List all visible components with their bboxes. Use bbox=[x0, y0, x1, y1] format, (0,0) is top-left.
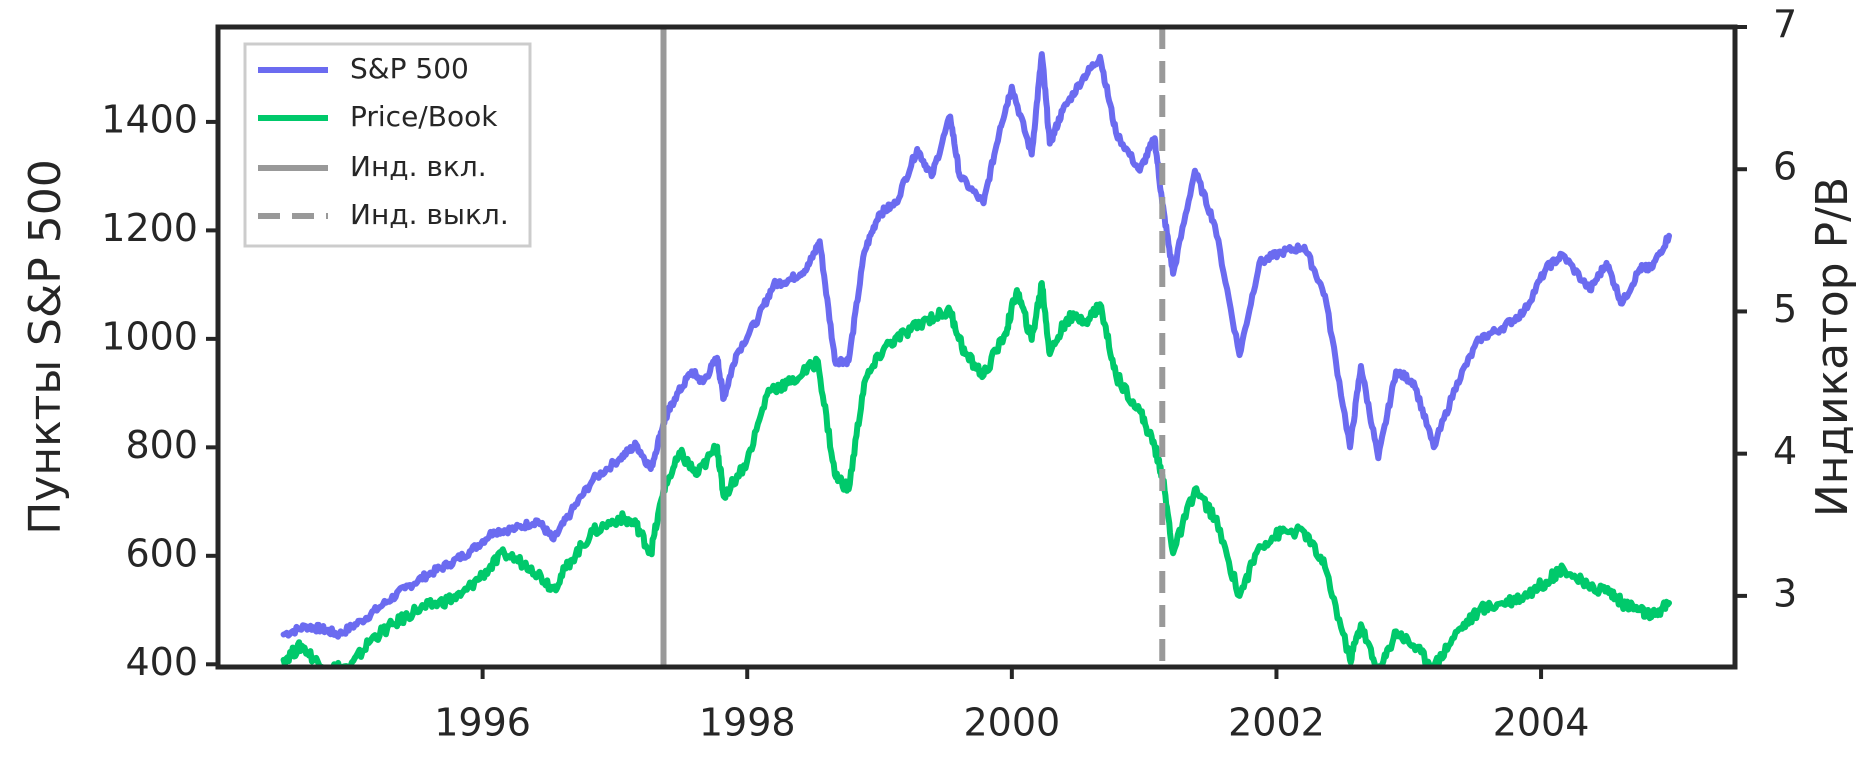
legend-label-pb: Price/Book bbox=[350, 100, 498, 133]
x-axis: 1996 1998 2000 2002 2004 bbox=[434, 667, 1589, 745]
vline-layer bbox=[660, 27, 1166, 667]
series-layer bbox=[280, 51, 1672, 667]
y-axis-left-title: Пункты S&P 500 bbox=[20, 159, 71, 535]
y-axis-left: 400 600 800 1000 1200 1400 bbox=[101, 97, 218, 684]
y-left-tick-label: 400 bbox=[125, 640, 198, 684]
legend: S&P 500 Price/Book Инд. вкл. Инд. выкл. bbox=[243, 42, 532, 248]
y-right-tick-label: 5 bbox=[1773, 287, 1797, 331]
y-right-tick-label: 6 bbox=[1773, 145, 1797, 189]
legend-box bbox=[243, 42, 532, 248]
y-left-tick-label: 1400 bbox=[101, 97, 198, 141]
y-axis-right-title: Индикатор P/B bbox=[1807, 177, 1858, 517]
plot-frame bbox=[215, 24, 1738, 670]
y-right-tick-label: 3 bbox=[1773, 571, 1797, 615]
y-left-tick-label: 600 bbox=[125, 531, 198, 575]
y-axis-right: 3 4 5 6 7 bbox=[1735, 3, 1797, 615]
y-left-tick-label: 1000 bbox=[101, 314, 198, 358]
y-right-tick-label: 4 bbox=[1773, 429, 1797, 473]
legend-label-vline-off: Инд. выкл. bbox=[350, 198, 509, 231]
y-left-tick-label: 800 bbox=[125, 423, 198, 467]
series-line-sp500 bbox=[280, 51, 1672, 640]
series-line-price-book bbox=[280, 280, 1672, 667]
legend-label-vline-on: Инд. вкл. bbox=[350, 150, 487, 183]
x-tick-label: 1998 bbox=[699, 701, 796, 745]
x-tick-label: 2004 bbox=[1493, 701, 1590, 745]
x-tick-label: 1996 bbox=[434, 701, 531, 745]
y-right-tick-label: 7 bbox=[1773, 3, 1797, 47]
x-tick-label: 2002 bbox=[1228, 701, 1325, 745]
y-left-tick-label: 1200 bbox=[101, 206, 198, 250]
legend-label-sp500: S&P 500 bbox=[350, 52, 469, 85]
x-tick-label: 2000 bbox=[963, 701, 1060, 745]
